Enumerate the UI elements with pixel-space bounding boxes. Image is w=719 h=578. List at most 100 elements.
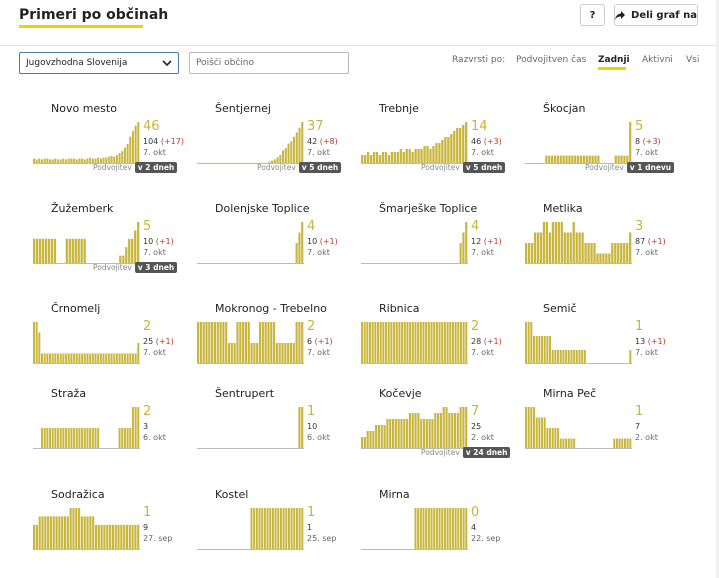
daily-cases-bar [227,343,231,364]
search-input[interactable] [189,52,349,74]
help-button[interactable]: ? [580,4,605,26]
doubling-badge: v 2 dneh [134,162,178,173]
daily-cases-bar [301,407,304,449]
sort-option-active[interactable]: Aktivni [642,55,673,65]
daily-cases-bar [430,322,433,364]
daily-cases-bar [559,155,562,164]
daily-cases-bar [35,524,38,550]
municipality-name: Mirna Peč [543,387,597,400]
daily-cases-bar [363,155,367,164]
total-cases-value: 46 [471,137,482,146]
daily-cases-bar [43,158,46,164]
municipality-name: Trebnje [379,102,419,115]
doubling-badge: v 5 dneh [298,162,342,173]
daily-cases-bar [398,322,401,364]
total-cases: 3 [143,422,148,431]
municipality-name: Metlika [543,202,583,215]
sort-option-doubling[interactable]: Podvojitven čas [516,55,587,65]
daily-cases-bar [530,407,533,449]
daily-cases-bar [553,155,557,164]
daily-cases-bar [199,322,202,364]
daily-cases-bar [426,146,429,164]
daily-cases-bar [115,154,118,164]
daily-cases-bar [435,508,438,550]
daily-cases-bar [72,508,75,550]
daily-cases-bar [41,353,43,364]
cases-bar-chart [361,222,468,264]
cases-bar-chart [197,407,304,449]
daily-cases-bar [554,428,557,449]
daily-cases-bar [83,353,86,364]
share-button[interactable]: Deli graf na [614,4,698,26]
total-cases: 10 (+1) [307,237,338,246]
daily-cases-bar [445,407,448,449]
daily-cases-bar [57,428,60,449]
daily-cases-bar [575,232,578,264]
daily-cases-bar [422,419,426,449]
daily-cases-bar [278,343,281,364]
daily-cases-bar [608,253,611,264]
daily-cases-bar [422,508,425,550]
daily-cases-bar [414,413,417,449]
daily-cases-bar [459,508,462,550]
recent-cases-value: 5 [143,219,152,234]
daily-cases-bar [457,322,460,364]
daily-cases-bar [430,508,433,550]
daily-cases-bar [405,149,408,164]
municipality-name: Sodražica [51,488,105,501]
daily-cases-bar [593,243,596,264]
daily-cases-bar [596,253,599,264]
daily-cases-bar [125,524,129,550]
daily-cases-bar [428,419,431,449]
doubling-label: Podvojitev [585,163,624,172]
daily-cases-bar [53,238,57,264]
daily-cases-bar [465,322,468,364]
daily-cases-bar [431,419,434,449]
doubling-label: Podvojitev [257,163,296,172]
daily-cases-bar [538,417,541,449]
daily-cases-bar [591,155,594,164]
sort-option-all[interactable]: Vsi [686,55,700,65]
daily-cases-bar [427,322,430,364]
daily-cases-bar [390,322,393,364]
daily-cases-bar [66,516,69,550]
daily-cases-bar [269,508,272,550]
daily-cases-bar [369,322,371,364]
daily-cases-bar [107,353,110,364]
daily-cases-bar [290,508,293,550]
daily-cases-bar [281,343,284,364]
daily-cases-bar [401,322,404,364]
daily-cases-bar [605,253,608,264]
daily-cases-bar [417,149,420,164]
daily-cases-bar [298,127,301,164]
sort-option-latest[interactable]: Zadnji [598,55,630,65]
daily-cases-bar [459,407,462,449]
daily-cases-bar [391,419,395,449]
region-select[interactable]: Jugovzhodna Slovenija [19,52,179,74]
daily-cases-bar [41,238,45,264]
last-case-date: 25. sep [307,534,337,543]
daily-cases-bar [71,238,74,264]
cases-bar-chart [33,122,140,164]
daily-cases-bar [381,152,385,164]
daily-cases-bar [384,152,388,164]
total-cases: 87 (+1) [635,237,666,246]
daily-cases-bar [377,425,381,449]
municipality-name: Dolenjske Toplice [215,202,310,215]
daily-cases-bar [623,155,626,164]
daily-cases-bar [73,428,76,449]
total-cases: 9 [143,523,148,532]
daily-cases-bar [91,158,94,164]
recent-cases-value: 5 [635,119,644,134]
daily-cases-bar [535,417,538,449]
daily-cases-bar [397,419,400,449]
daily-cases-bar [584,243,587,264]
daily-cases-bar [51,353,54,364]
daily-cases-bar [551,428,554,449]
scrollbar-track[interactable] [716,0,719,578]
daily-cases-bar [542,222,546,264]
daily-cases-bar [597,155,600,164]
daily-cases-bar [626,155,629,164]
daily-cases-bar [57,159,60,164]
daily-cases-bar [406,322,409,364]
